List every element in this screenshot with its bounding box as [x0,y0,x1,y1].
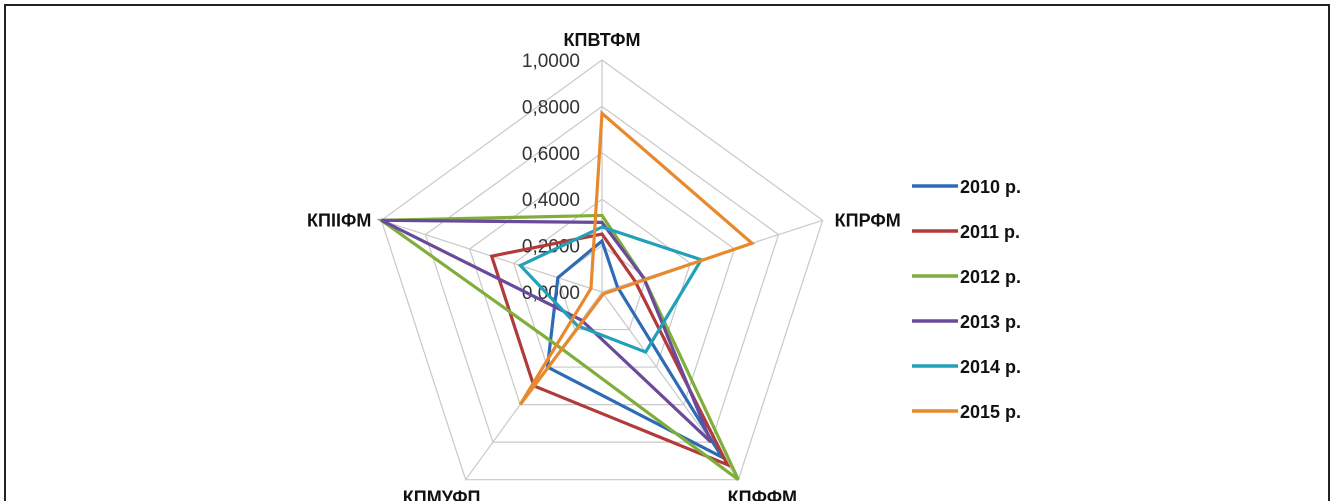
legend-label: 2011 р. [960,222,1020,242]
axis-label: КПМУФП [403,488,481,501]
grid-ring [468,152,736,406]
axis-labels: КПВТФМ КПРФМ КПФФМ КПМУФП КПІІФМ [307,30,901,501]
grid-ring [380,59,824,481]
axis-label: КПВТФМ [564,30,641,50]
series-line [489,232,731,468]
legend-label: 2013 р. [960,312,1021,332]
series-line [545,238,727,462]
series-lines [376,110,756,481]
axis-label: КПІІФМ [307,210,371,230]
axis-label: КПФФМ [728,488,797,501]
tick-label: 0,4000 [522,190,580,211]
chart-frame [4,4,1330,501]
grid-ring [424,105,780,443]
tick-label: 0,6000 [522,144,580,165]
legend-label: 2015 р. [960,402,1021,422]
axis-label: КПРФМ [835,210,901,230]
legend: 2010 р. 2011 р. 2012 р. 2013 р. 2014 р. 2015 … [912,177,1021,422]
legend-label: 2010 р. [960,177,1021,197]
series-line [380,218,713,444]
tick-label: 1,0000 [522,51,580,72]
legend-label: 2014 р. [960,357,1021,377]
series-line [518,110,756,406]
legend-label: 2012 р. [960,267,1021,287]
series-line [517,225,704,355]
tick-label: 0,8000 [522,97,580,118]
